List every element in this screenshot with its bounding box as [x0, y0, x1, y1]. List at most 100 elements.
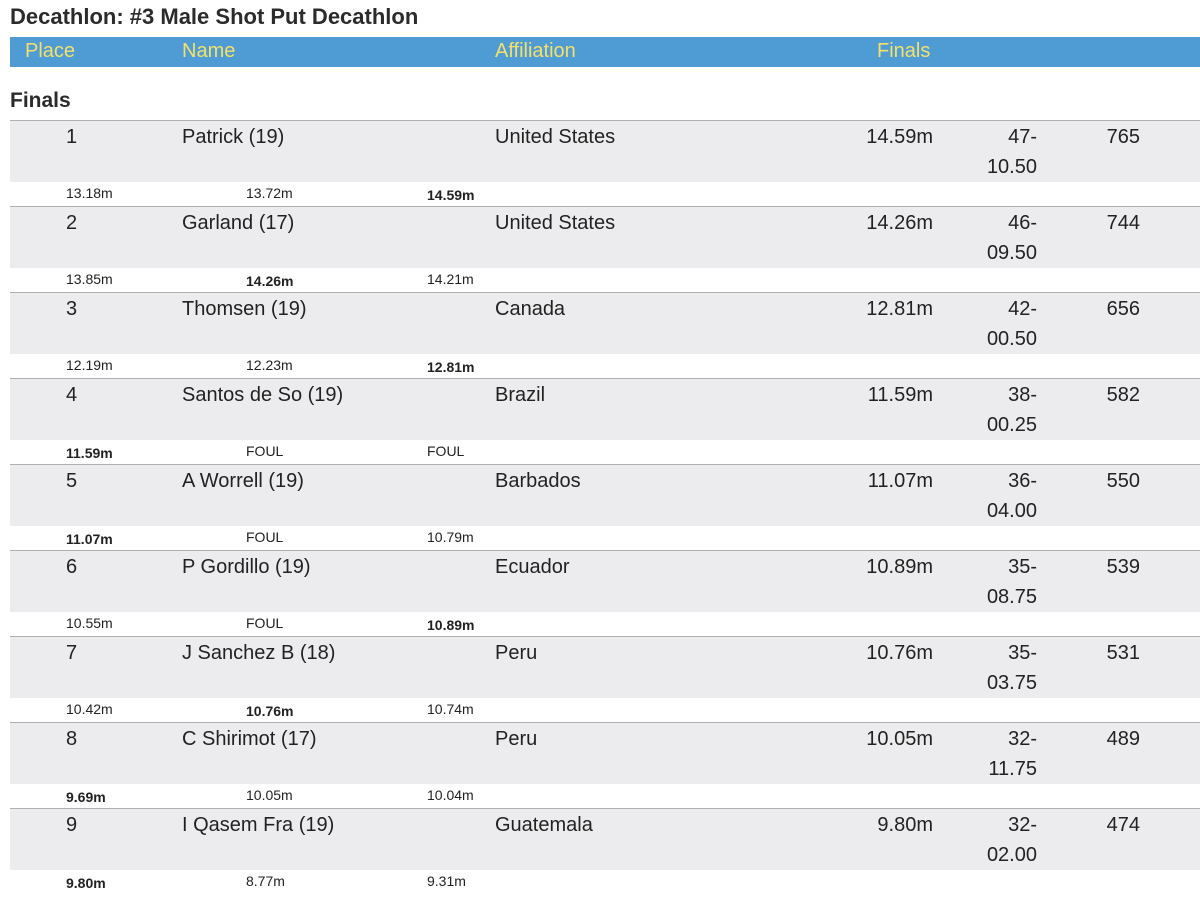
place-cell: 9	[66, 814, 78, 836]
place-cell: 4	[66, 384, 78, 406]
affiliation-cell: Barbados	[495, 470, 581, 492]
affiliation-cell: Brazil	[495, 384, 546, 406]
affiliation-cell: Peru	[495, 728, 538, 750]
finals-mark: 10.89m	[866, 556, 933, 578]
affiliation-cell: Canada	[495, 298, 566, 320]
attempt-1: 11.07m	[66, 531, 113, 547]
result-row: 4 Santos de So (19) Brazil 11.59m 38- 00.25 58…	[10, 378, 1200, 464]
attempt-1: 12.19m	[66, 357, 113, 373]
result-row: 3 Thomsen (19) Canada 12.81m 42- 00.50 656 12.1…	[10, 292, 1200, 378]
imperial-part: 02.00	[986, 844, 1037, 866]
affiliation-cell: Guatemala	[495, 814, 593, 836]
finals-mark: 11.59m	[867, 384, 933, 406]
row-band	[10, 379, 1200, 440]
result-row: 8 C Shirimot (17) Peru 10.05m 32- 11.75 489 9.6…	[10, 722, 1200, 808]
points-cell: 765	[1106, 126, 1140, 148]
attempt-3: 10.74m	[427, 701, 474, 717]
athlete-name: J Sanchez B (18)	[182, 642, 336, 664]
attempt-1: 13.18m	[66, 185, 113, 201]
result-row: 9 I Qasem Fra (19) Guatemala 9.80m 32- 02.00 4…	[10, 808, 1200, 894]
athlete-name: Thomsen (19)	[182, 298, 307, 320]
place-cell: 1	[66, 126, 78, 148]
section-title: Finals	[10, 89, 71, 112]
athlete-name: P Gordillo (19)	[182, 556, 311, 578]
finals-mark: 11.07m	[867, 470, 933, 492]
points-cell: 531	[1106, 642, 1140, 664]
attempt-1: 9.69m	[66, 789, 106, 805]
attempt-2: FOUL	[246, 615, 284, 631]
imperial-part: 35-	[1008, 556, 1037, 578]
athlete-name: C Shirimot (17)	[182, 728, 317, 750]
points-cell: 744	[1106, 212, 1140, 234]
attempt-2: 10.76m	[246, 703, 294, 719]
imperial-part: 03.75	[986, 672, 1037, 694]
imperial-mark: 46- 09.50	[950, 208, 1037, 268]
header-affiliation: Affiliation	[495, 40, 576, 62]
row-band	[10, 809, 1200, 870]
finals-mark: 9.80m	[877, 814, 933, 836]
athlete-name: Santos de So (19)	[182, 384, 344, 406]
row-band	[10, 293, 1200, 354]
imperial-part: 09.50	[986, 242, 1037, 264]
row-band	[10, 723, 1200, 784]
row-band	[10, 121, 1200, 182]
attempt-2: 10.05m	[246, 787, 293, 803]
page-title: Decathlon: #3 Male Shot Put Decathlon	[10, 4, 419, 29]
imperial-mark: 35- 03.75	[950, 638, 1037, 698]
points-cell: 489	[1106, 728, 1140, 750]
place-cell: 3	[66, 298, 78, 320]
imperial-part: 10.50	[986, 156, 1037, 178]
result-row: 2 Garland (17) United States 14.26m 46- 09.50…	[10, 206, 1200, 292]
affiliation-cell: United States	[495, 126, 616, 148]
imperial-part: 00.25	[986, 414, 1037, 436]
imperial-part: 04.00	[986, 500, 1037, 522]
affiliation-cell: Peru	[495, 642, 538, 664]
attempt-2: 14.26m	[246, 273, 294, 289]
result-row: 6 P Gordillo (19) Ecuador 10.89m 35- 08.75 539…	[10, 550, 1200, 636]
imperial-mark: 35- 08.75	[950, 552, 1037, 612]
attempt-3: FOUL	[427, 443, 465, 459]
imperial-part: 08.75	[986, 586, 1037, 608]
athlete-name: Garland (17)	[182, 212, 295, 234]
imperial-part: 42-	[1008, 298, 1037, 320]
results-header: Place Name Affiliation Finals	[10, 37, 1200, 67]
imperial-mark: 36- 04.00	[950, 466, 1037, 526]
attempt-1: 11.59m	[66, 445, 113, 461]
attempt-3: 14.59m	[427, 187, 475, 203]
imperial-mark: 32- 11.75	[950, 724, 1037, 784]
result-row: 1 Patrick (19) United States 14.59m 47- 10.50…	[10, 120, 1200, 206]
imperial-part: 32-	[1008, 728, 1037, 750]
imperial-part: 47-	[1008, 126, 1037, 148]
header-name: Name	[182, 40, 236, 62]
finals-mark: 12.81m	[866, 298, 933, 320]
imperial-part: 35-	[1008, 642, 1037, 664]
header-place: Place	[25, 40, 76, 62]
imperial-mark: 42- 00.50	[950, 294, 1037, 354]
attempt-3: 10.89m	[427, 617, 475, 633]
row-band	[10, 465, 1200, 526]
athlete-name: A Worrell (19)	[182, 470, 304, 492]
place-cell: 6	[66, 556, 78, 578]
attempt-2: 12.23m	[246, 357, 293, 373]
attempt-2: 13.72m	[246, 185, 293, 201]
athlete-name: Patrick (19)	[182, 126, 285, 148]
affiliation-cell: United States	[495, 212, 616, 234]
points-cell: 656	[1106, 298, 1140, 320]
imperial-part: 36-	[1008, 470, 1037, 492]
row-band	[10, 551, 1200, 612]
attempt-3: 10.79m	[427, 529, 474, 545]
row-band	[10, 637, 1200, 698]
imperial-part: 46-	[1008, 212, 1037, 234]
imperial-mark: 38- 00.25	[950, 380, 1037, 440]
imperial-part: 00.50	[986, 328, 1037, 350]
imperial-mark: 32- 02.00	[950, 810, 1037, 870]
attempt-3: 10.04m	[427, 787, 474, 803]
athlete-name: I Qasem Fra (19)	[182, 814, 335, 836]
place-cell: 5	[66, 470, 78, 492]
attempt-3: 9.31m	[427, 873, 466, 889]
finals-mark: 10.76m	[866, 642, 933, 664]
attempt-2: FOUL	[246, 529, 284, 545]
affiliation-cell: Ecuador	[495, 556, 570, 578]
place-cell: 8	[66, 728, 78, 750]
imperial-part: 32-	[1008, 814, 1037, 836]
